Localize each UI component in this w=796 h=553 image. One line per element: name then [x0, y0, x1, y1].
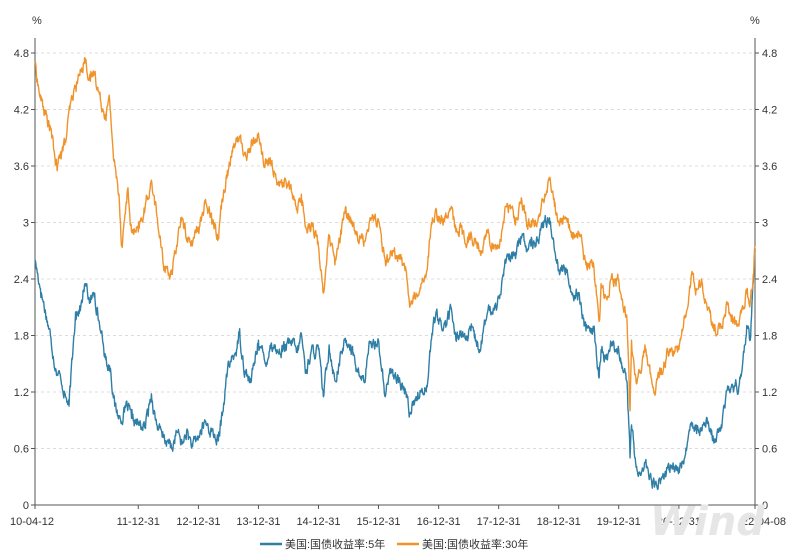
x-tick-label: 16-12-31 — [417, 516, 461, 528]
left-y-tick-label: 4.2 — [14, 105, 29, 117]
series-lines — [34, 57, 756, 491]
x-tick-label: 13-12-31 — [236, 516, 280, 528]
left-y-tick-label: 0.6 — [14, 444, 29, 456]
right-y-tick-label: 1.8 — [762, 331, 777, 343]
x-tick-label: 14-12-31 — [296, 516, 340, 528]
x-tick-label: 15-12-31 — [356, 516, 400, 528]
left-y-tick-label: 3.6 — [14, 161, 29, 173]
legend-item-5y: 美国:国债收益率:5年 — [260, 537, 385, 551]
x-tick-labels: 10-04-12 11-12-31 12-12-31 13-12-31 14-12-31… — [10, 505, 786, 528]
left-y-tick-labels: 0 0.6 1.2 1.8 2.4 3 3.6 4.2 4.8 — [14, 48, 35, 512]
x-tick-label: 22-04-08 — [742, 516, 786, 528]
left-y-tick-label: 3 — [23, 218, 29, 230]
right-y-tick-label: 2.4 — [762, 274, 777, 286]
left-y-tick-label: 0 — [23, 500, 29, 512]
left-y-tick-label: 1.8 — [14, 331, 29, 343]
right-y-tick-label: 0.6 — [762, 444, 777, 456]
legend: 美国:国债收益率:5年 美国:国债收益率:30年 — [260, 537, 528, 551]
right-unit-label: % — [750, 15, 760, 27]
x-tick-label: 11-12-31 — [117, 516, 160, 528]
right-y-tick-label: 3.6 — [762, 161, 777, 173]
x-tick-label: 19-12-31 — [597, 516, 641, 528]
right-y-tick-labels: 0 0.6 1.2 1.8 2.4 3 3.6 4.2 4.8 — [755, 48, 777, 512]
left-y-tick-label: 2.4 — [14, 274, 29, 286]
wind-watermark: Wind — [650, 499, 765, 545]
right-y-tick-label: 4.2 — [762, 105, 777, 117]
x-tick-label: 18-12-31 — [537, 516, 581, 528]
x-tick-label: 10-04-12 — [10, 516, 54, 528]
left-y-tick-label: 4.8 — [14, 48, 29, 60]
legend-label-30y: 美国:国债收益率:30年 — [422, 537, 528, 551]
left-unit-label: % — [32, 15, 42, 27]
x-tick-label: 12-12-31 — [176, 516, 220, 528]
series-line-30y — [34, 57, 756, 412]
axes — [34, 38, 756, 506]
right-y-tick-label: 1.2 — [762, 387, 777, 399]
legend-label-5y: 美国:国债收益率:5年 — [285, 537, 385, 551]
legend-item-30y: 美国:国债收益率:30年 — [397, 537, 528, 551]
right-y-tick-label: 4.8 — [762, 48, 777, 60]
left-y-tick-label: 1.2 — [14, 387, 29, 399]
right-y-tick-label: 0 — [762, 500, 768, 512]
x-tick-label: 17-12-31 — [477, 516, 521, 528]
right-y-tick-label: 3 — [762, 218, 768, 230]
x-tick-label: 20-12-31 — [657, 516, 701, 528]
gridlines — [35, 52, 755, 449]
series-line-5y — [34, 214, 756, 491]
